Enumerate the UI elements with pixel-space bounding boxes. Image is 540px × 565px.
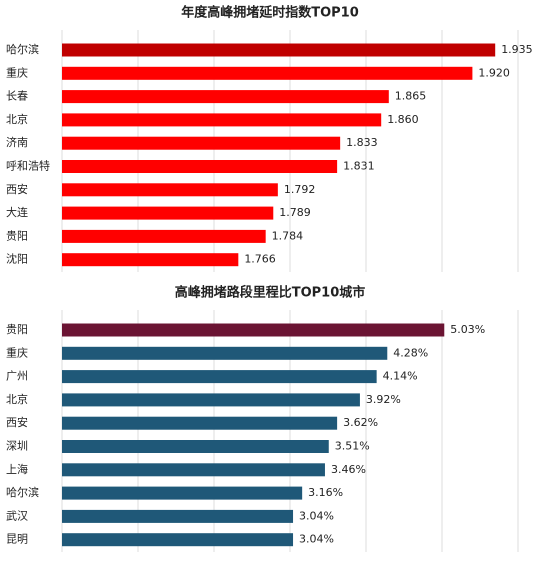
bar: [62, 253, 239, 267]
category-label: 沈阳: [6, 252, 28, 266]
value-label: 1.792: [284, 183, 316, 196]
category-label: 昆明: [6, 533, 28, 546]
category-label: 哈尔滨: [6, 42, 39, 56]
value-label: 3.92%: [366, 393, 401, 406]
bar: [62, 66, 473, 80]
value-label: 3.51%: [335, 440, 370, 453]
value-label: 3.16%: [308, 486, 343, 499]
bar: [62, 43, 496, 57]
category-label: 大连: [6, 205, 28, 219]
bar: [62, 416, 338, 430]
category-label: 济南: [6, 135, 28, 149]
chart-title: 高峰拥堵路段里程比TOP10城市: [175, 285, 366, 301]
category-label: 上海: [6, 462, 28, 476]
category-label: 北京: [6, 392, 28, 406]
bar: [62, 346, 388, 360]
category-label: 西安: [6, 182, 28, 196]
value-label: 1.784: [272, 229, 304, 242]
value-label: 1.831: [343, 160, 375, 173]
value-label: 4.28%: [393, 346, 428, 359]
value-label: 3.04%: [299, 509, 334, 522]
category-label: 西安: [6, 415, 28, 429]
bar: [62, 323, 445, 337]
category-label: 贵阳: [6, 229, 28, 242]
category-label: 贵阳: [6, 323, 28, 336]
category-label: 哈尔滨: [6, 485, 39, 499]
bar: [62, 90, 389, 104]
bar: [62, 463, 325, 477]
category-label: 深圳: [6, 440, 28, 453]
category-label: 长春: [6, 90, 28, 103]
bar: [62, 136, 341, 150]
bar: [62, 440, 329, 453]
bar: [62, 533, 294, 547]
bar: [62, 160, 338, 173]
bar: [62, 370, 377, 384]
category-label: 武汉: [6, 509, 28, 522]
value-label: 3.62%: [343, 416, 378, 429]
bar: [62, 509, 294, 523]
value-label: 1.935: [501, 43, 533, 56]
category-label: 广州: [6, 370, 28, 383]
value-label: 1.860: [387, 113, 419, 126]
value-label: 1.766: [244, 253, 276, 266]
category-label: 北京: [6, 112, 28, 126]
value-label: 1.833: [346, 136, 378, 149]
category-label: 呼和浩特: [6, 159, 50, 173]
bar: [62, 183, 278, 197]
bar: [62, 229, 266, 243]
value-label: 3.46%: [331, 463, 366, 476]
value-label: 5.03%: [450, 323, 485, 336]
value-label: 1.789: [279, 206, 311, 219]
bar: [62, 113, 382, 127]
category-label: 重庆: [6, 345, 28, 359]
category-label: 重庆: [6, 65, 28, 79]
value-label: 1.865: [395, 90, 427, 103]
bar: [62, 206, 274, 220]
bar: [62, 393, 360, 407]
value-label: 1.920: [478, 66, 510, 79]
bar: [62, 486, 303, 500]
value-label: 3.04%: [299, 533, 334, 546]
value-label: 4.14%: [383, 370, 418, 383]
chart-title: 年度高峰拥堵延时指数TOP10: [181, 5, 359, 21]
